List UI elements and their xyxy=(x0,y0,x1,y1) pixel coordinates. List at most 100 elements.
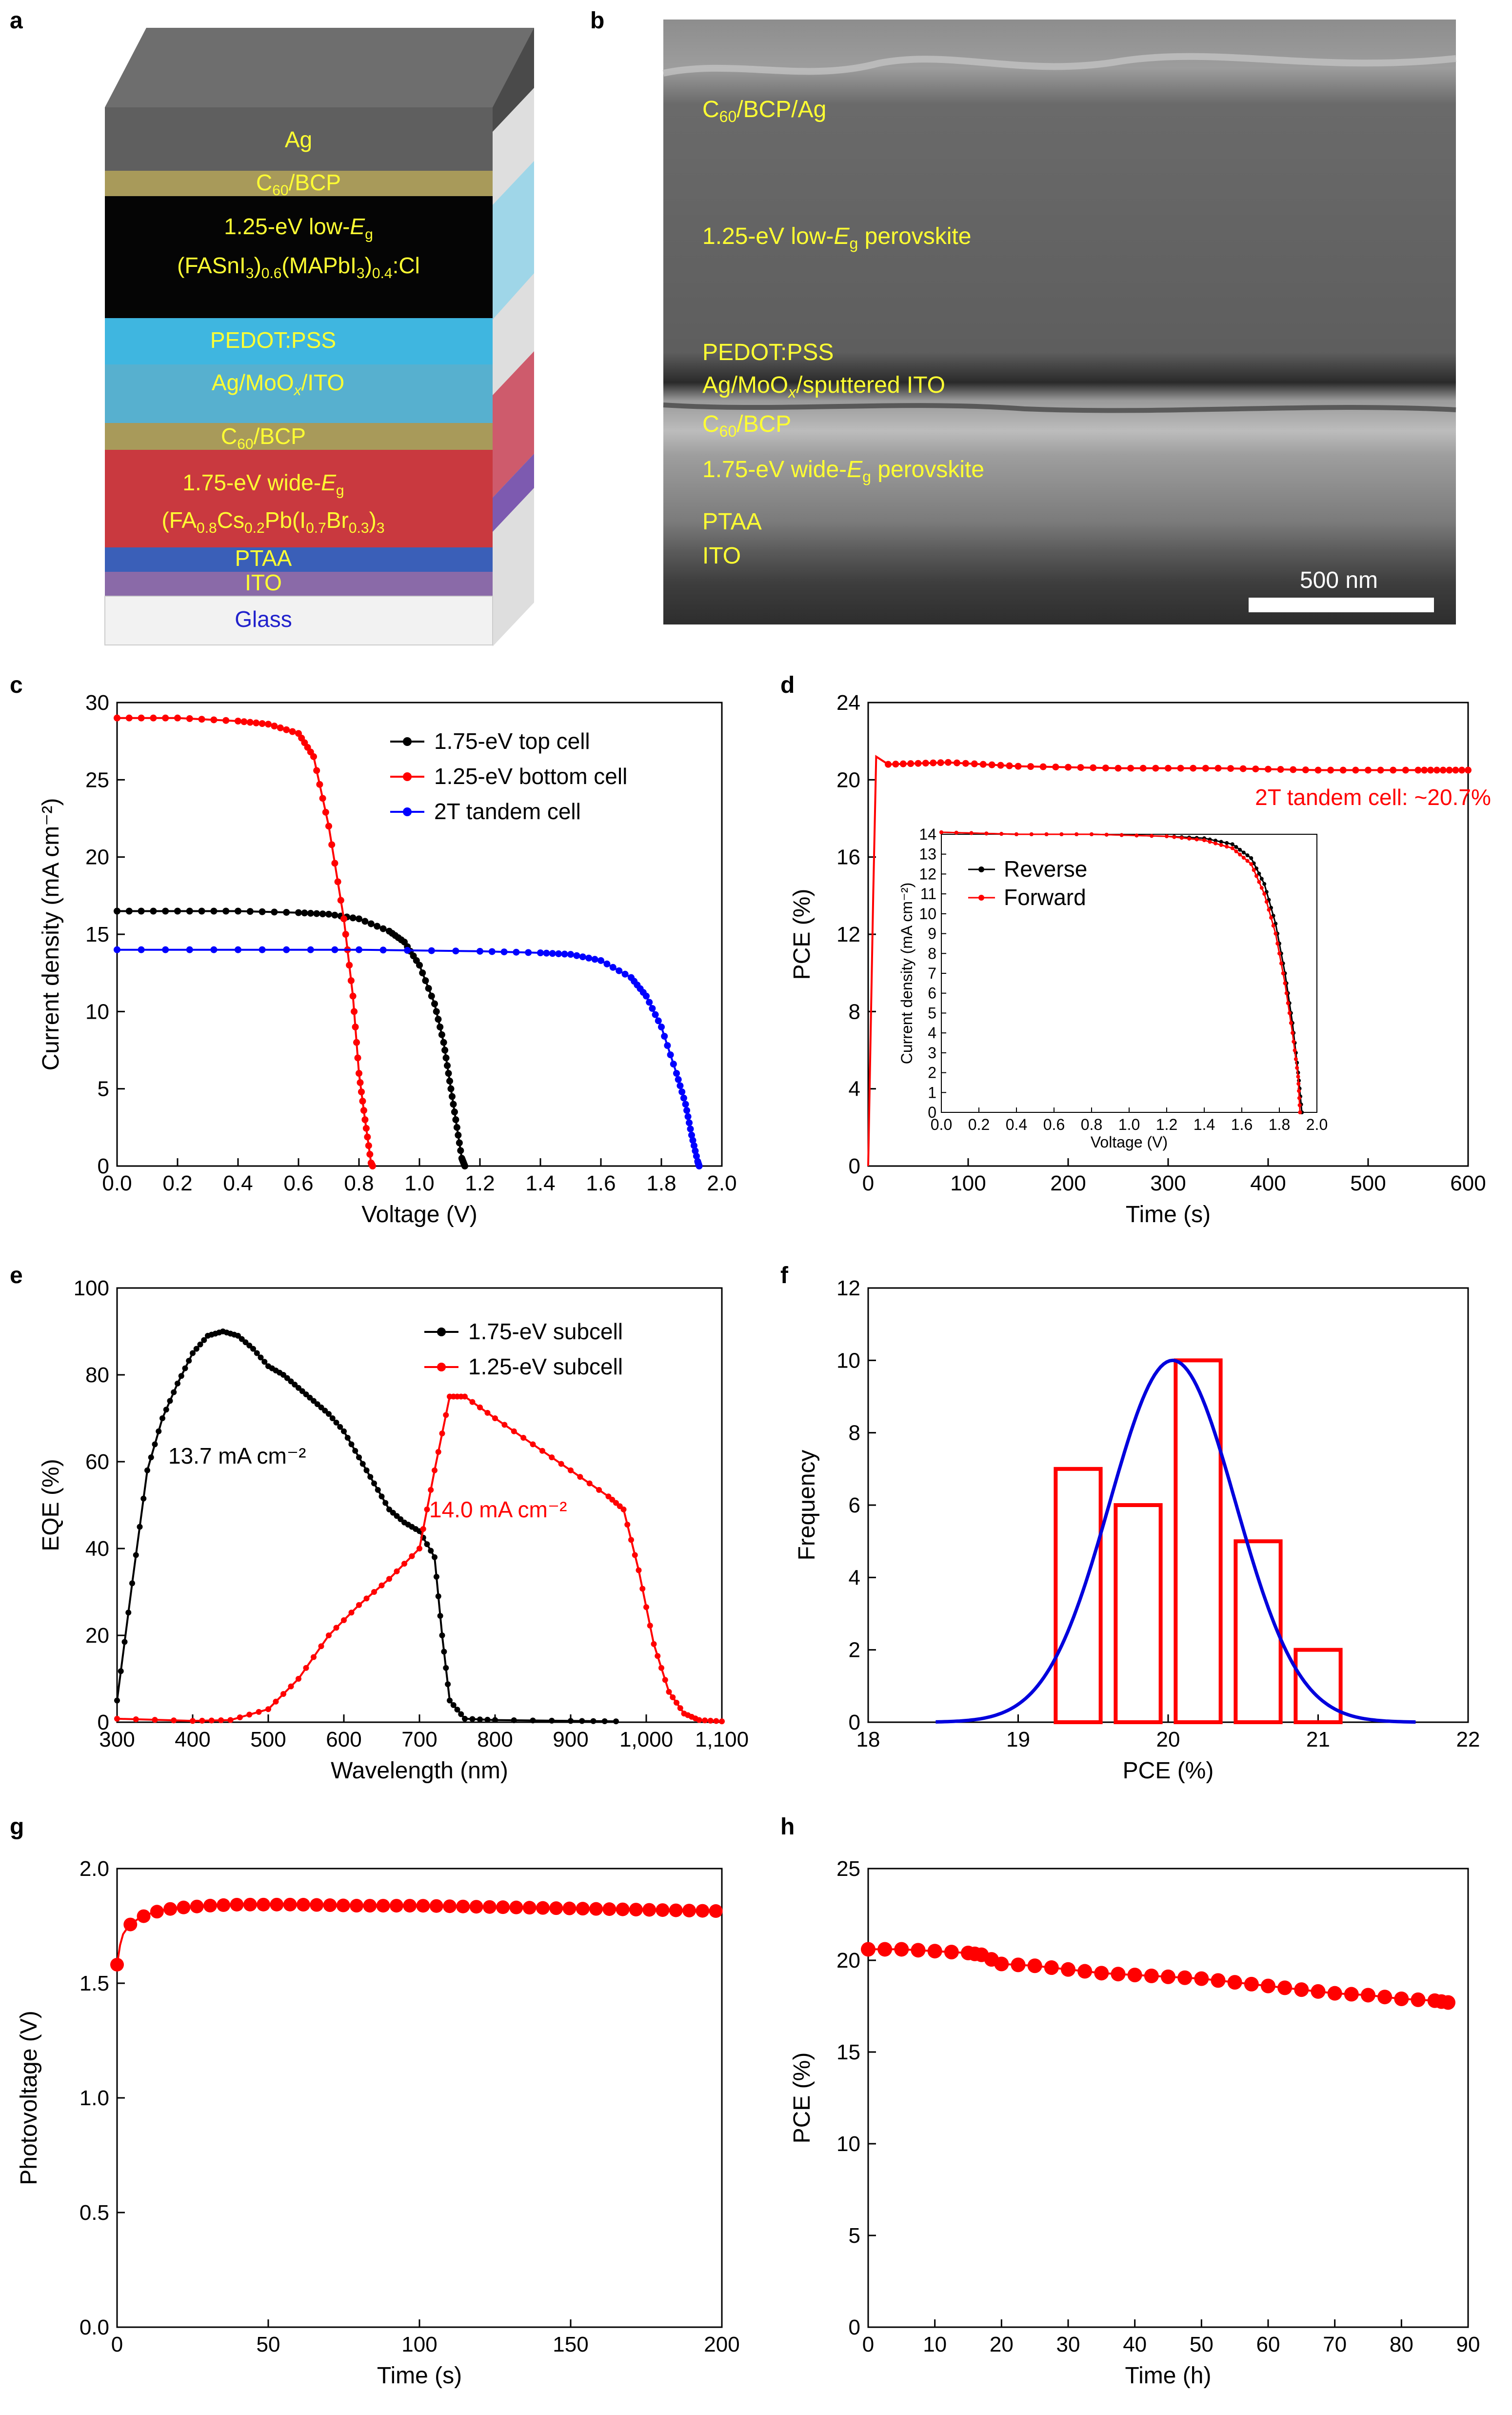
x-tick-label: 1.4 xyxy=(525,1171,555,1195)
forward-line xyxy=(941,831,1301,1113)
forward-point xyxy=(1150,834,1154,838)
reverse-point xyxy=(1249,856,1253,860)
stability-point xyxy=(1077,1964,1093,1979)
forward-point xyxy=(1208,840,1212,844)
wide-eg-subcell-point xyxy=(390,1509,396,1516)
wide-eg-subcell-point xyxy=(439,1632,445,1638)
forward-point xyxy=(1044,832,1049,836)
stability-point xyxy=(894,1942,909,1957)
stability-point xyxy=(1377,1990,1393,2005)
forward-point xyxy=(1284,991,1289,995)
wide-eg-subcell-point xyxy=(590,1718,597,1724)
wide-eg-subcell-point xyxy=(125,1610,132,1616)
x-tick-label: 400 xyxy=(1250,1171,1286,1195)
pce-trace-point xyxy=(1302,766,1309,774)
pce-trace-point xyxy=(1139,765,1147,772)
panel-letter-f: f xyxy=(780,1263,789,1288)
photovoltage-point xyxy=(602,1902,617,1916)
top-cell-point xyxy=(295,909,302,916)
tandem-cell-point xyxy=(603,960,611,967)
low-eg-subcell-point xyxy=(208,1717,215,1724)
forward-point xyxy=(1293,1048,1297,1052)
low-eg-subcell-point xyxy=(114,1715,120,1722)
panel-letter-a: a xyxy=(10,8,23,34)
stability-point xyxy=(1227,1975,1242,1990)
reverse-point xyxy=(1245,853,1250,858)
low-eg-subcell-point xyxy=(417,1546,422,1551)
forward-point xyxy=(1059,832,1064,836)
stability-point xyxy=(911,1943,926,1958)
wide-eg-subcell-point xyxy=(175,1380,180,1387)
photovoltage-point xyxy=(549,1901,563,1915)
photovoltage-point xyxy=(350,1899,364,1913)
low-eg-subcell-point xyxy=(647,1622,653,1629)
low-eg-subcell-point xyxy=(341,1617,347,1623)
reverse-point xyxy=(1259,877,1264,881)
photovoltage-point xyxy=(669,1903,683,1917)
chart-f-pce-histogram: f 18 19 20 21 22 0 2 4 6 8 10 12 PCE (%) Frequency xyxy=(780,1263,1480,1784)
low-eg-subcell-point xyxy=(246,1711,253,1718)
low-eg-subcell-point xyxy=(605,1493,612,1500)
pce-trace-point xyxy=(885,761,892,768)
low-eg-subcell-point xyxy=(469,1399,476,1405)
y-tick-label: 10 xyxy=(836,2132,860,2156)
bottom-cell-point xyxy=(210,716,218,724)
low-eg-subcell-point xyxy=(394,1568,400,1574)
top-cell-point xyxy=(162,907,169,915)
tandem-cell-point xyxy=(688,1131,695,1139)
pce-trace-point xyxy=(1090,764,1097,771)
bottom-cell-point xyxy=(313,767,320,774)
wide-eg-subcell-point xyxy=(371,1480,377,1487)
gaussian-fit-curve xyxy=(935,1358,1416,1724)
stack-label-ito: ITO xyxy=(245,570,282,595)
top-cell-point xyxy=(450,1101,457,1108)
top-cell-point xyxy=(451,1108,458,1116)
pce-trace-point xyxy=(962,760,969,767)
tandem-cell-point xyxy=(404,946,411,954)
pce-trace-point xyxy=(945,759,952,766)
wide-eg-subcell-point xyxy=(318,1404,324,1410)
low-eg-subcell-point xyxy=(655,1653,661,1659)
tandem-cell-point xyxy=(616,967,623,974)
photovoltage-point xyxy=(456,1899,470,1913)
tandem-cell-point xyxy=(356,946,362,953)
pce-trace-point xyxy=(1227,765,1234,772)
low-eg-subcell-point xyxy=(311,1654,317,1660)
top-cell-point xyxy=(259,908,266,915)
forward-legend-marker xyxy=(978,895,984,901)
top-cell-point xyxy=(222,907,230,915)
wide-eg-subcell-point xyxy=(398,1516,404,1522)
wide-eg-subcell-point xyxy=(378,1493,385,1500)
photovoltage-point xyxy=(150,1905,164,1919)
tandem-cell-point xyxy=(585,954,593,962)
x-tick-label: 0.2 xyxy=(968,1116,990,1133)
forward-point xyxy=(1172,835,1176,839)
bottom-cell-point xyxy=(334,878,341,886)
y-tick-label: 2 xyxy=(928,1064,936,1082)
wide-eg-subcell-point xyxy=(382,1500,389,1506)
pce-trace-point xyxy=(1458,766,1466,774)
low-eg-subcell-point xyxy=(333,1625,339,1631)
forward-point xyxy=(1245,859,1250,863)
tandem-cell-point xyxy=(696,1163,703,1169)
y-tick-label: 2.0 xyxy=(80,1857,109,1881)
low-eg-subcell-point xyxy=(401,1561,407,1567)
wide-eg-subcell-point xyxy=(133,1552,139,1558)
x-tick-label: 10 xyxy=(923,2333,947,2356)
tandem-cell-point xyxy=(646,999,653,1006)
y-tick-label: 60 xyxy=(85,1450,109,1474)
tandem-cell-point xyxy=(673,1070,680,1077)
stability-point xyxy=(1441,1995,1455,2010)
y-tick-label: 13 xyxy=(919,845,936,863)
top-cell-point xyxy=(416,962,423,969)
forward-point xyxy=(1297,1103,1302,1107)
wide-eg-subcell-point xyxy=(186,1358,192,1364)
wide-eg-subcell-point xyxy=(337,1424,343,1430)
layer-ito xyxy=(105,572,493,596)
wide-eg-subcell-point xyxy=(458,1711,464,1717)
low-eg-subcell-point xyxy=(719,1718,725,1725)
x-tick-label: 300 xyxy=(1150,1171,1186,1195)
low-eg-subcell-point xyxy=(632,1552,638,1558)
wide-eg-subcell-point xyxy=(314,1401,320,1408)
